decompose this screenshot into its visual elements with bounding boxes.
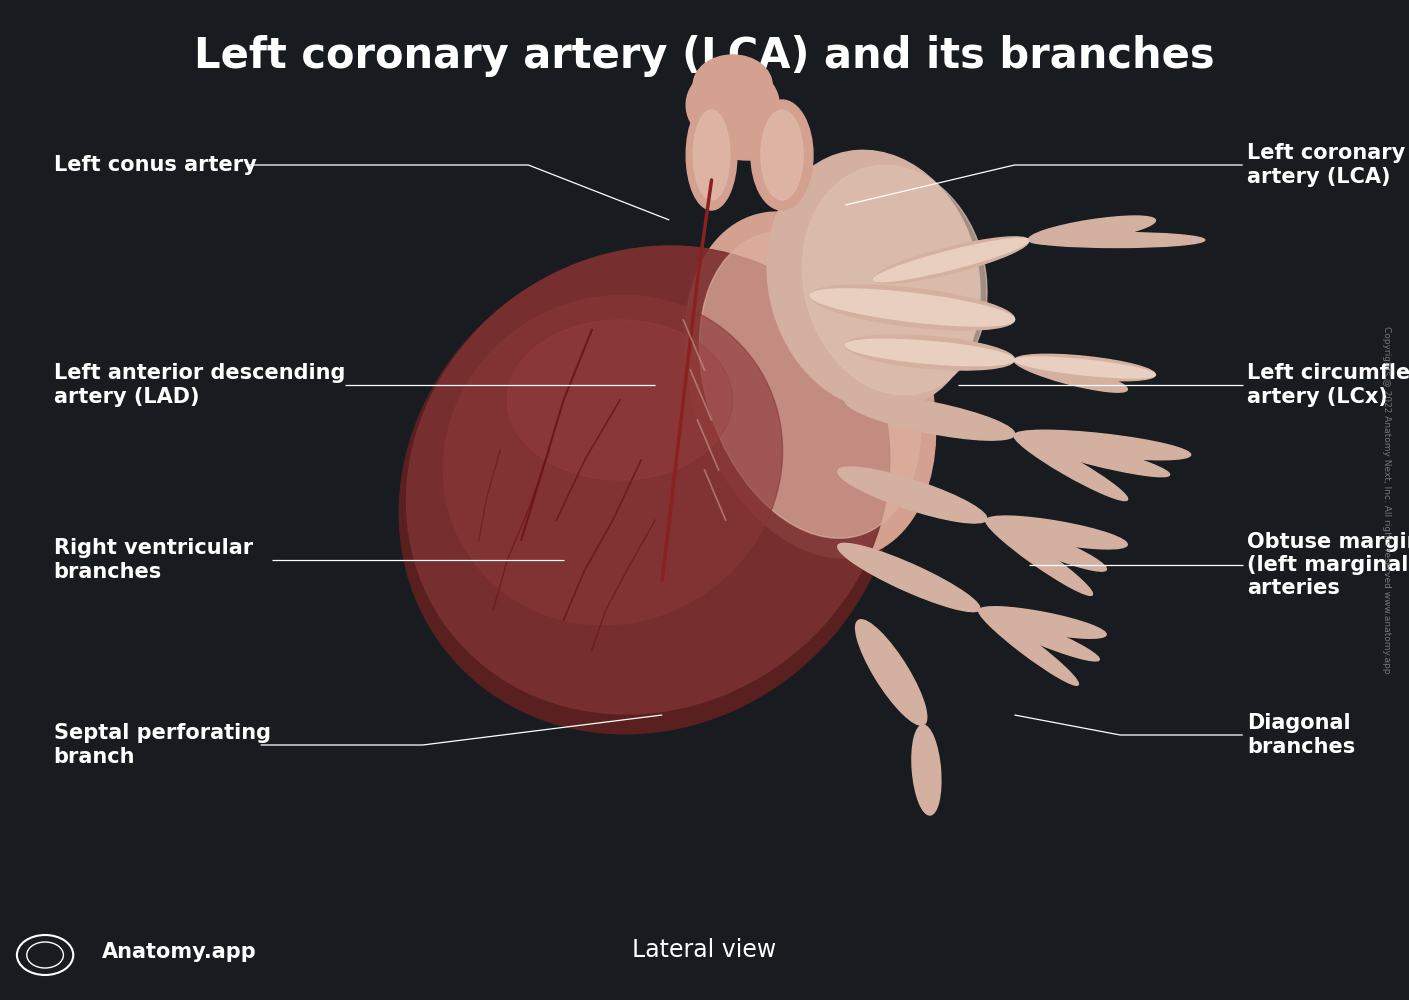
- Ellipse shape: [766, 150, 981, 410]
- Text: Obtuse marginal
(left marginal)
arteries: Obtuse marginal (left marginal) arteries: [1247, 532, 1409, 598]
- Ellipse shape: [979, 610, 1078, 685]
- Ellipse shape: [986, 519, 1106, 571]
- Ellipse shape: [444, 295, 782, 625]
- Text: Right ventricular
branches: Right ventricular branches: [54, 538, 252, 582]
- Ellipse shape: [693, 55, 772, 115]
- Text: Left circumflex
artery (LCx): Left circumflex artery (LCx): [1247, 363, 1409, 407]
- Ellipse shape: [1014, 357, 1155, 378]
- Text: Diagonal
branches: Diagonal branches: [1247, 713, 1355, 757]
- Ellipse shape: [845, 395, 1014, 440]
- Ellipse shape: [855, 620, 927, 725]
- Ellipse shape: [912, 725, 941, 815]
- Ellipse shape: [1014, 354, 1155, 381]
- Ellipse shape: [845, 335, 1014, 370]
- Text: Left anterior descending
artery (LAD): Left anterior descending artery (LAD): [54, 363, 345, 407]
- Text: Left conus artery: Left conus artery: [54, 155, 256, 175]
- Ellipse shape: [1014, 358, 1127, 392]
- Ellipse shape: [810, 285, 1014, 330]
- Ellipse shape: [802, 165, 988, 395]
- Ellipse shape: [986, 520, 1092, 595]
- Ellipse shape: [874, 238, 1029, 282]
- Ellipse shape: [685, 212, 936, 558]
- Text: Left coronary
artery (LCA): Left coronary artery (LCA): [1247, 143, 1405, 187]
- Ellipse shape: [399, 246, 898, 734]
- Ellipse shape: [986, 516, 1127, 549]
- Text: Copyrights @ 2022 Anatomy Next, Inc. All rights reserved www.anatomy.app: Copyrights @ 2022 Anatomy Next, Inc. All…: [1382, 326, 1391, 674]
- Ellipse shape: [838, 467, 986, 523]
- Ellipse shape: [1014, 434, 1127, 501]
- Ellipse shape: [686, 65, 779, 145]
- Ellipse shape: [979, 609, 1099, 661]
- Text: Septal perforating
branch: Septal perforating branch: [54, 723, 271, 767]
- Ellipse shape: [699, 232, 921, 538]
- Ellipse shape: [761, 110, 803, 200]
- Ellipse shape: [751, 100, 813, 210]
- Ellipse shape: [693, 110, 806, 160]
- Text: Left coronary artery (LCA) and its branches: Left coronary artery (LCA) and its branc…: [194, 35, 1215, 77]
- Ellipse shape: [845, 339, 1014, 366]
- Ellipse shape: [979, 607, 1106, 638]
- Ellipse shape: [686, 100, 737, 210]
- Ellipse shape: [1029, 216, 1155, 244]
- Ellipse shape: [507, 320, 733, 480]
- Ellipse shape: [693, 110, 730, 200]
- Ellipse shape: [1014, 433, 1169, 477]
- Ellipse shape: [874, 237, 1029, 283]
- Ellipse shape: [1029, 232, 1205, 247]
- Ellipse shape: [810, 289, 1014, 326]
- Text: Anatomy.app: Anatomy.app: [101, 942, 256, 962]
- Text: Lateral view: Lateral view: [633, 938, 776, 962]
- Ellipse shape: [407, 246, 889, 714]
- Ellipse shape: [1014, 430, 1191, 460]
- Ellipse shape: [838, 543, 979, 612]
